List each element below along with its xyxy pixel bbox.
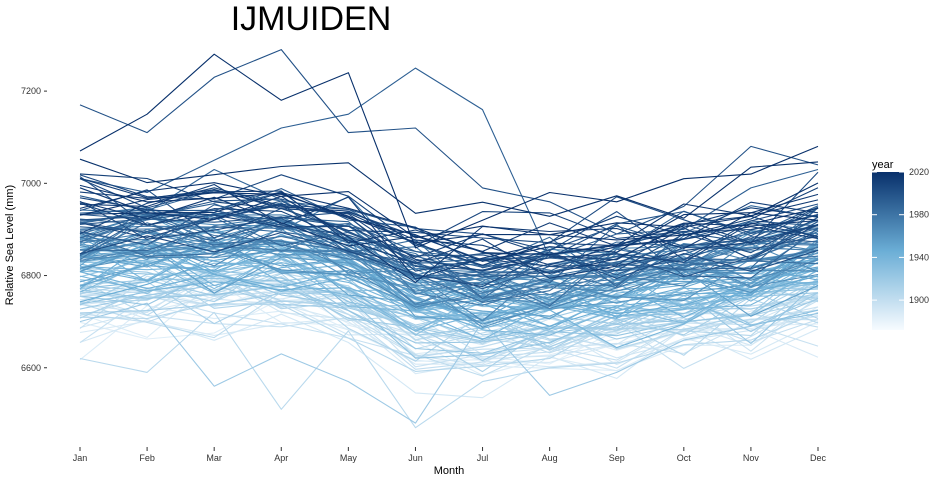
y-tick-label: 7000 xyxy=(21,178,41,188)
legend: year 1900 1940 1980 2020 xyxy=(872,159,929,330)
series-line-1936 xyxy=(79,243,819,330)
series-line-2011 xyxy=(79,183,819,280)
legend-ticks: 1900 1940 1980 2020 xyxy=(872,167,929,305)
series-line-1896 xyxy=(79,259,819,350)
series-line-1965 xyxy=(79,241,819,322)
series-line-2014 xyxy=(79,187,819,283)
x-tick-label: Nov xyxy=(743,453,760,463)
series-line-1911 xyxy=(79,298,819,424)
x-tick-label: May xyxy=(340,453,358,463)
series-line-2012 xyxy=(79,177,819,275)
series-line-2020 xyxy=(79,53,819,249)
legend-tick-label: 2020 xyxy=(909,167,929,177)
legend-colorbar xyxy=(872,172,904,330)
series-line-2009 xyxy=(79,189,819,266)
x-tick-label: Jun xyxy=(408,453,423,463)
x-tick-label: Jan xyxy=(73,453,88,463)
x-tick-label: Aug xyxy=(542,453,558,463)
y-tick-label: 6800 xyxy=(21,271,41,281)
series-line-1901 xyxy=(79,265,819,343)
series-line-2000 xyxy=(79,176,819,261)
series-lines xyxy=(79,49,819,429)
series-line-1926 xyxy=(79,240,819,327)
y-tick-label: 7200 xyxy=(21,86,41,96)
series-line-1895 xyxy=(79,311,819,429)
series-line-1893 xyxy=(79,277,819,350)
x-tick-label: Dec xyxy=(810,453,827,463)
series-line-2013 xyxy=(79,196,819,252)
chart-title: IJMUIDEN xyxy=(231,0,392,38)
series-line-2019 xyxy=(79,158,819,219)
series-line-1892 xyxy=(79,291,819,377)
x-tick-label: Apr xyxy=(274,453,288,463)
series-line-2016 xyxy=(79,192,819,244)
series-line-1915 xyxy=(79,268,819,354)
x-tick-label: Oct xyxy=(677,453,692,463)
x-tick-label: Feb xyxy=(139,453,155,463)
x-tick-label: Sep xyxy=(609,453,625,463)
series-line-1979 xyxy=(79,214,819,278)
series-line-1912 xyxy=(79,267,819,344)
legend-tick-label: 1900 xyxy=(909,295,929,305)
series-line-1999 xyxy=(79,49,819,235)
series-line-1986 xyxy=(79,168,819,268)
series-line-1879 xyxy=(79,313,819,399)
series-line-2008 xyxy=(79,202,819,279)
y-axis-title: Relative Sea Level (mm) xyxy=(4,185,16,305)
series-line-1998 xyxy=(79,189,819,262)
series-line-1939 xyxy=(79,237,819,300)
series-line-1932 xyxy=(79,243,819,341)
series-line-1994 xyxy=(79,216,819,276)
series-line-2015 xyxy=(79,192,819,256)
series-line-2018 xyxy=(79,182,819,239)
x-tick-label: Jul xyxy=(477,453,489,463)
series-line-1874 xyxy=(79,280,819,376)
x-axis-title: Month xyxy=(434,465,465,477)
series-line-2006 xyxy=(79,187,819,272)
y-tick-label: 6600 xyxy=(21,363,41,373)
legend-title: year xyxy=(872,159,894,171)
legend-tick-label: 1940 xyxy=(909,252,929,262)
series-line-1947 xyxy=(79,239,819,321)
series-line-1966 xyxy=(79,231,819,308)
series-line-1981 xyxy=(79,222,819,307)
legend-tick-label: 1980 xyxy=(909,210,929,220)
y-axis: 6600 6800 7000 7200 xyxy=(21,86,47,373)
series-line-2017 xyxy=(79,184,819,262)
x-axis: Jan Feb Mar Apr May Jun Jul Aug Sep Oct Nov Dec xyxy=(73,447,827,463)
series-line-1980 xyxy=(79,218,819,304)
x-tick-label: Mar xyxy=(206,453,222,463)
series-line-1929 xyxy=(79,251,819,312)
